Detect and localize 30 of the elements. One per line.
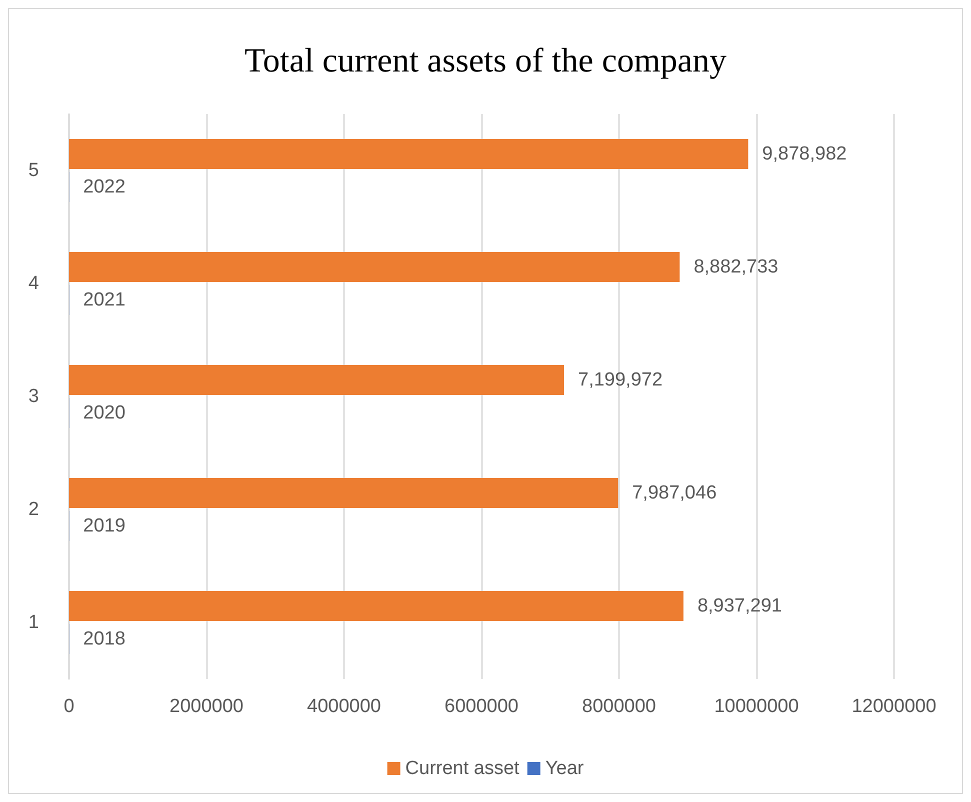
- legend-label: Current asset: [405, 758, 520, 779]
- data-label: 7,987,046: [632, 482, 717, 504]
- bar: [69, 139, 748, 169]
- bar: [69, 478, 618, 508]
- bar: [69, 365, 564, 395]
- x-tick-label: 0: [64, 696, 74, 717]
- x-tick-label: 8000000: [582, 696, 656, 717]
- legend-label: Year: [545, 758, 584, 779]
- data-label: 2021: [83, 290, 126, 310]
- y-tick-label: 1: [28, 612, 39, 633]
- x-tick-label: 12000000: [852, 696, 936, 717]
- y-tick-label: 4: [28, 273, 40, 294]
- x-tick-label: 4000000: [307, 696, 381, 717]
- y-tick-label: 3: [28, 386, 39, 407]
- data-label: 7,199,972: [578, 370, 663, 390]
- data-label: 8,882,733: [694, 256, 778, 278]
- y-tick-label: 5: [28, 160, 39, 181]
- data-label: 2020: [83, 402, 126, 424]
- x-tick-label: 2000000: [170, 696, 244, 717]
- data-label: 2022: [83, 176, 126, 198]
- data-label: 8,937,291: [697, 596, 782, 616]
- bar: [69, 591, 684, 621]
- data-label: 2019: [83, 516, 126, 536]
- x-tick-label: 6000000: [444, 696, 518, 717]
- bar: [69, 252, 680, 282]
- data-label: 2018: [83, 628, 126, 650]
- chart-title: Total current assets of the company: [244, 42, 726, 80]
- y-tick-label: 2: [28, 499, 39, 520]
- data-label: 9,878,982: [762, 144, 847, 164]
- x-tick-label: 10000000: [714, 696, 799, 717]
